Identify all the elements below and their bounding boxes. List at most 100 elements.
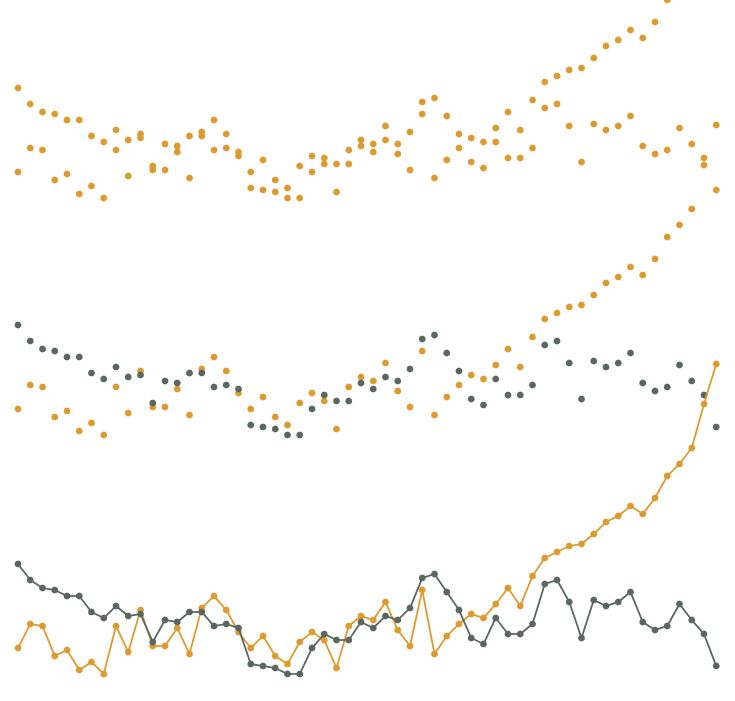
- bottom-series-1-point-52: [651, 494, 659, 502]
- middle-series-2-point-24: [308, 405, 316, 413]
- middle-series-2-point-11: [149, 399, 157, 407]
- middle-series-2-point-53: [663, 383, 671, 391]
- bottom-series-2-point-45: [565, 598, 573, 606]
- bottom-series-1-point-25: [320, 636, 328, 644]
- bottom-series-2-point-11: [149, 638, 157, 646]
- bottom-series-2-point-42: [529, 620, 536, 628]
- top-series-2-point-26: [333, 160, 340, 168]
- bottom-series-1-point-41: [516, 602, 524, 610]
- middle-series-1-point-40: [504, 345, 512, 353]
- bottom-series-1-point-14: [186, 650, 193, 658]
- top-series-2-point-53: [663, 146, 671, 154]
- bottom-series-2-point-53: [663, 622, 671, 630]
- middle-series-2-point-5: [75, 353, 83, 361]
- middle-series-2-point-18: [235, 385, 242, 393]
- bottom-series-2-point-36: [455, 606, 463, 614]
- top-series-1-point-29: [369, 140, 377, 148]
- top-series-1-point-40: [504, 108, 512, 116]
- top-series-1-point-42: [529, 96, 536, 104]
- bottom-series-2-point-27: [345, 636, 353, 644]
- top-series-1-point-7: [100, 194, 108, 202]
- middle-series-1-point-30: [382, 359, 389, 367]
- middle-series-1-point-45: [565, 303, 573, 311]
- top-series-2-point-19: [247, 184, 255, 192]
- top-series-1-point-33: [418, 110, 426, 118]
- bottom-series-1-point-4: [63, 646, 71, 654]
- top-series-2-point-51: [639, 142, 647, 150]
- middle-series-2-point-1: [26, 337, 34, 345]
- bottom-series-1-point-19: [247, 644, 255, 652]
- bottom-series-1-point-8: [112, 622, 120, 630]
- top-series-1-point-50: [627, 26, 634, 34]
- middle-series-1-point-2: [39, 383, 46, 391]
- bottom-series-1-point-51: [639, 510, 647, 518]
- bottom-series-2-point-17: [222, 620, 230, 628]
- top-series-1-point-48: [602, 42, 610, 50]
- middle-series-1-point-13: [173, 385, 181, 393]
- middle-series-1-point-31: [394, 387, 402, 395]
- top-series-1-point-39: [492, 124, 500, 132]
- middle-series-1-point-49: [614, 273, 622, 281]
- top-scatter-panel: [14, 0, 720, 202]
- bottom-series-2-point-18: [235, 624, 242, 632]
- middle-series-1-point-50: [627, 263, 634, 271]
- middle-series-2-point-48: [602, 363, 610, 371]
- middle-series-1-point-26: [333, 425, 340, 433]
- top-series-2-point-25: [320, 154, 328, 162]
- bottom-series-1-point-33: [418, 586, 426, 594]
- bottom-series-2-point-31: [394, 616, 402, 624]
- middle-series-2-point-15: [198, 369, 206, 377]
- top-series-2-point-45: [565, 122, 573, 130]
- bottom-series-2-point-24: [308, 644, 316, 652]
- bottom-series-2-point-5: [75, 592, 83, 600]
- middle-series-1-point-48: [602, 279, 610, 287]
- top-series-1-point-34: [431, 174, 438, 182]
- middle-series-1-point-57: [712, 121, 720, 129]
- top-series-1-point-28: [357, 136, 365, 144]
- bottom-series-2-point-22: [284, 670, 291, 678]
- middle-series-2-point-49: [614, 359, 622, 367]
- bottom-series-1-point-45: [565, 542, 573, 550]
- bottom-series-1-point-3: [51, 652, 59, 660]
- top-series-2-point-1: [26, 100, 34, 108]
- bottom-series-2-point-55: [688, 616, 696, 624]
- bottom-series-2-point-9: [124, 612, 132, 620]
- bottom-series-1-line: [17, 363, 718, 675]
- top-series-1-point-17: [222, 130, 230, 138]
- middle-series-2-point-7: [100, 375, 108, 383]
- middle-series-1-point-23: [296, 399, 304, 407]
- top-series-2-point-15: [198, 132, 206, 140]
- middle-series-1-point-52: [651, 255, 659, 263]
- middle-series-2-point-22: [284, 431, 291, 439]
- middle-series-2-point-30: [382, 373, 389, 381]
- bottom-series-2-point-48: [602, 602, 610, 610]
- top-series-2-point-9: [124, 136, 132, 144]
- bottom-series-1-point-5: [75, 666, 83, 674]
- bottom-series-2-point-49: [614, 598, 622, 606]
- bottom-series-2-point-38: [480, 640, 487, 648]
- top-series-2-point-6: [88, 132, 95, 140]
- bottom-series-1-point-46: [578, 540, 585, 548]
- middle-series-1-point-24: [308, 389, 316, 397]
- bottom-series-1-point-26: [333, 664, 340, 672]
- middle-series-1-point-5: [75, 427, 83, 435]
- bottom-series-2-point-13: [173, 618, 181, 626]
- bottom-series-2-point-40: [504, 630, 512, 638]
- middle-series-1-point-6: [88, 419, 95, 427]
- bottom-series-1-point-12: [161, 642, 169, 650]
- bottom-series-1-point-43: [541, 554, 549, 562]
- bottom-series-2-point-37: [467, 634, 475, 642]
- top-series-1-point-9: [124, 172, 132, 180]
- bottom-series-1-point-47: [590, 530, 598, 538]
- top-series-2-point-31: [394, 140, 402, 148]
- middle-series-2-point-13: [173, 379, 181, 387]
- middle-series-2-point-8: [112, 363, 120, 371]
- top-series-1-point-47: [590, 54, 598, 62]
- top-series-2-point-2: [39, 108, 46, 116]
- bottom-series-2-point-26: [333, 636, 340, 644]
- top-series-1-point-38: [480, 138, 487, 146]
- top-series-2-point-27: [345, 160, 353, 168]
- top-series-1-point-43: [541, 78, 549, 86]
- middle-series-1-point-14: [186, 411, 193, 419]
